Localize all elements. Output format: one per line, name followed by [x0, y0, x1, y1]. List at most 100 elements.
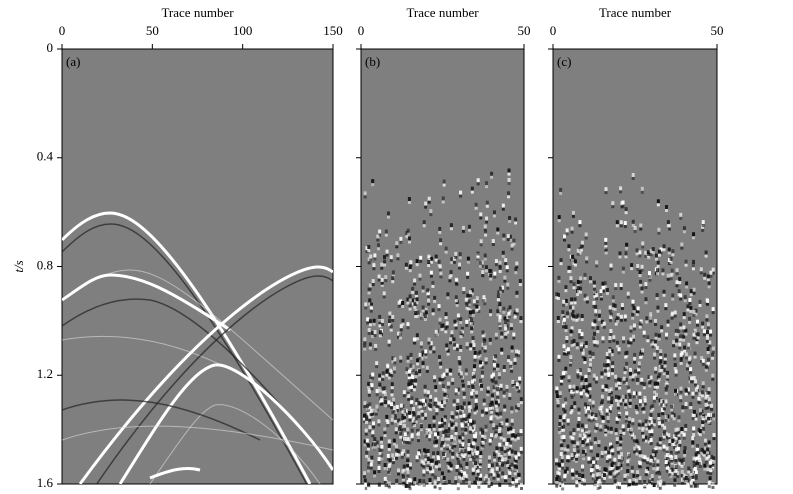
noise-dot [587, 372, 591, 376]
noise-dot [597, 313, 601, 317]
noise-dot [456, 487, 460, 491]
noise-dot [471, 383, 475, 387]
noise-dot [392, 397, 396, 402]
noise-dot [649, 462, 653, 466]
noise-dot [648, 380, 652, 385]
noise-dot [684, 427, 688, 431]
noise-dot [410, 389, 414, 393]
noise-dot [441, 378, 445, 382]
noise-dot [403, 427, 407, 431]
noise-dot [674, 338, 678, 343]
noise-dot [481, 444, 485, 448]
noise-dot [560, 435, 564, 440]
noise-dot [457, 464, 461, 468]
noise-dot [465, 306, 469, 310]
noise-dot [611, 303, 615, 308]
noise-dot [500, 331, 504, 336]
noise-dot [408, 437, 412, 442]
noise-dot [445, 325, 449, 329]
noise-dot [645, 461, 649, 465]
noise-dot [375, 393, 379, 397]
noise-dot [692, 291, 696, 295]
noise-dot [629, 367, 633, 372]
noise-dot [572, 388, 576, 392]
noise-dot [693, 351, 697, 356]
noise-dot [563, 473, 567, 477]
noise-dot [675, 268, 679, 273]
noise-dot [710, 407, 714, 411]
noise-dot [438, 268, 442, 272]
noise-dot [419, 259, 423, 263]
noise-dot [614, 428, 618, 433]
noise-dot [709, 270, 713, 275]
noise-dot [390, 382, 394, 387]
noise-dot [494, 429, 498, 434]
noise-dot [515, 294, 519, 298]
noise-dot [600, 404, 604, 408]
noise-dot [618, 255, 622, 259]
noise-dot [689, 473, 693, 477]
noise-dot [464, 427, 468, 432]
noise-dot [514, 353, 518, 357]
noise-dot [559, 486, 563, 490]
noise-dot [464, 372, 468, 376]
noise-dot [617, 377, 621, 382]
noise-dot [682, 477, 686, 481]
noise-dot [517, 456, 521, 460]
noise-dot [457, 355, 461, 360]
noise-dot [473, 407, 477, 412]
noise-dot [599, 424, 603, 429]
noise-dot [387, 485, 391, 489]
noise-dot [508, 450, 512, 454]
noise-dot [443, 421, 447, 425]
noise-dot [706, 456, 710, 460]
noise-dot [490, 463, 494, 468]
noise-dot [701, 424, 705, 428]
noise-dot [391, 276, 395, 281]
noise-dot [393, 361, 397, 365]
noise-dot [600, 323, 604, 327]
noise-dot [466, 260, 470, 264]
noise-dot [689, 305, 693, 310]
noise-dot [498, 442, 502, 447]
noise-dot [423, 399, 427, 404]
noise-dot [406, 232, 410, 236]
noise-dot [503, 404, 507, 409]
noise-dot [506, 319, 510, 323]
noise-dot [570, 393, 574, 397]
noise-dot [403, 436, 407, 441]
noise-dot [641, 241, 645, 246]
noise-dot [401, 416, 405, 421]
noise-dot [455, 304, 459, 308]
noise-dot [694, 391, 698, 395]
noise-dot [387, 404, 391, 408]
noise-dot [507, 355, 511, 360]
noise-dot [495, 446, 499, 451]
noise-dot [618, 386, 622, 390]
noise-dot [509, 364, 513, 368]
noise-dot [688, 361, 692, 365]
noise-dot [414, 382, 418, 386]
noise-dot [605, 412, 609, 416]
noise-dot [636, 445, 640, 449]
noise-dot [679, 322, 683, 327]
noise-dot [434, 401, 438, 405]
noise-dot [558, 431, 562, 435]
noise-dot [564, 329, 568, 333]
noise-dot [378, 330, 382, 335]
noise-dot [621, 266, 625, 271]
noise-dot [479, 260, 483, 265]
noise-dot [377, 482, 381, 487]
noise-dot [397, 472, 401, 476]
noise-dot [580, 423, 584, 428]
noise-dot [427, 341, 431, 345]
noise-dot [406, 427, 410, 432]
noise-dot [711, 267, 715, 272]
noise-dot [660, 368, 664, 372]
noise-dot [592, 463, 596, 467]
noise-dot [658, 475, 662, 479]
noise-dot [412, 412, 416, 417]
noise-dot [466, 293, 470, 298]
noise-dot [404, 266, 408, 270]
noise-dot [583, 434, 587, 439]
